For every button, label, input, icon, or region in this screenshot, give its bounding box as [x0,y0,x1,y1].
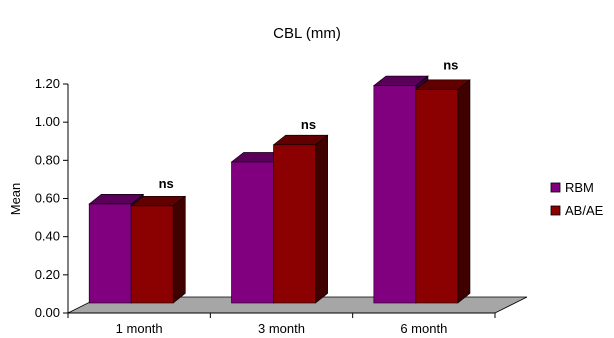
bar-side-face [172,195,186,304]
chart-title: CBL (mm) [273,25,341,42]
bar-front-face [88,203,132,304]
bar-ab-ae-1 [272,134,329,304]
bar-side-face [315,134,328,304]
y-tick-label: 1.20 [35,76,60,91]
y-tick-label: 1.00 [35,114,60,129]
y-tick-label: 0.00 [35,305,60,320]
x-category-label: 6 month [400,321,447,336]
significance-label: ns [443,58,458,73]
legend-swatch [550,182,561,193]
bar-front-face [415,89,459,304]
bar-front-face [231,161,274,304]
bar-front-face [373,85,417,304]
y-axis-label: Mean [8,183,23,216]
legend-swatch [550,205,561,216]
y-tick-label: 0.40 [35,229,60,244]
y-tick-label: 0.60 [35,191,60,206]
x-category-label: 3 month [258,321,305,336]
x-category-label: 1 month [116,321,163,336]
bar-ab-ae-2 [414,79,471,304]
bar-front-face [130,205,174,304]
legend-label: RBM [565,180,594,195]
bar-ab-ae-0 [130,195,187,304]
y-tick-label: 0.80 [35,152,60,167]
legend-label: AB/AE [565,203,604,218]
y-tick-label: 0.20 [35,267,60,282]
bar-side-face [457,79,471,304]
significance-label: ns [301,117,316,132]
bar-front-face [273,144,316,304]
significance-label: ns [159,176,174,191]
